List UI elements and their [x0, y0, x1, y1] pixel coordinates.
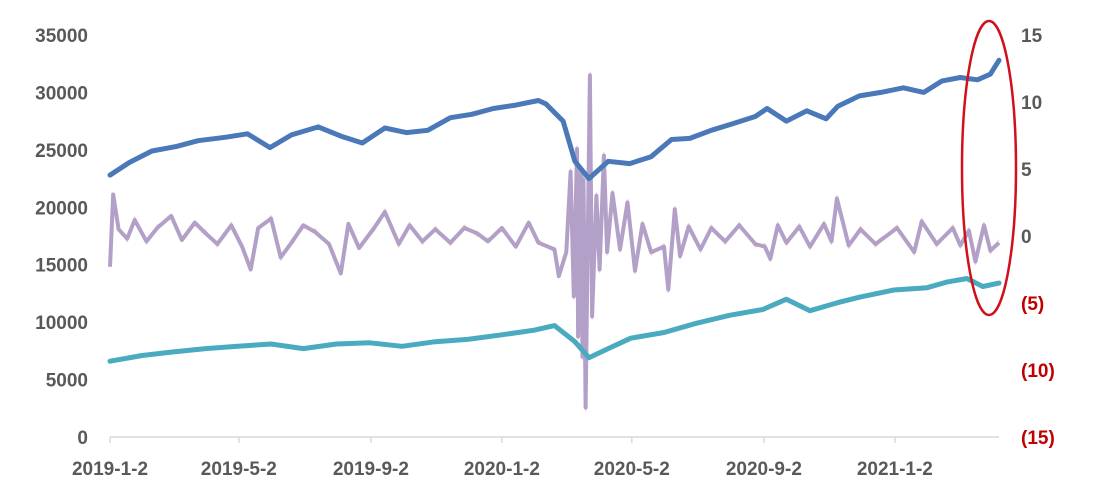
- x-tick-label: 2019-5-2: [201, 459, 277, 480]
- x-axis-ticks: 2019-1-2 2019-5-2 2019-9-2 2020-1-2 2020-5-2…: [72, 437, 933, 480]
- x-tick-label: 2020-9-2: [726, 459, 802, 480]
- x-tick-label: 2021-1-2: [857, 459, 933, 480]
- right-tick-label: 15: [1021, 26, 1043, 47]
- series-bottom-index: [107, 276, 1002, 364]
- series-thin-oscillator: [109, 71, 1000, 412]
- series-thick-oscillator: [108, 73, 1001, 410]
- right-axis-ticks: 15 10 5 0 (5) (10) (15): [1021, 26, 1055, 449]
- left-tick-label: 5000: [46, 371, 88, 392]
- right-tick-label: (15): [1021, 428, 1055, 449]
- left-tick-label: 0: [77, 428, 88, 449]
- left-axis-ticks: 35000 30000 25000 20000 15000 10000 5000 0: [35, 26, 88, 449]
- x-tick-label: 2019-9-2: [333, 459, 409, 480]
- annotation-ellipse: [960, 19, 1018, 317]
- left-tick-label: 10000: [35, 313, 88, 334]
- left-tick-label: 25000: [35, 141, 88, 162]
- left-tick-label: 35000: [35, 26, 88, 47]
- left-tick-label: 15000: [35, 256, 88, 277]
- x-tick-label: 2019-1-2: [72, 459, 148, 480]
- series-layer: [107, 57, 1002, 412]
- right-tick-label: 5: [1021, 160, 1032, 181]
- series-top-index: [107, 57, 1002, 182]
- left-tick-label: 20000: [35, 198, 88, 219]
- x-tick-label: 2020-1-2: [464, 459, 540, 480]
- x-tick-label: 2020-5-2: [594, 459, 670, 480]
- right-tick-label: (5): [1021, 294, 1044, 315]
- right-tick-label: 10: [1021, 93, 1042, 114]
- right-tick-label: 0: [1021, 227, 1032, 248]
- left-tick-label: 30000: [35, 83, 88, 104]
- right-tick-label: (10): [1021, 361, 1055, 382]
